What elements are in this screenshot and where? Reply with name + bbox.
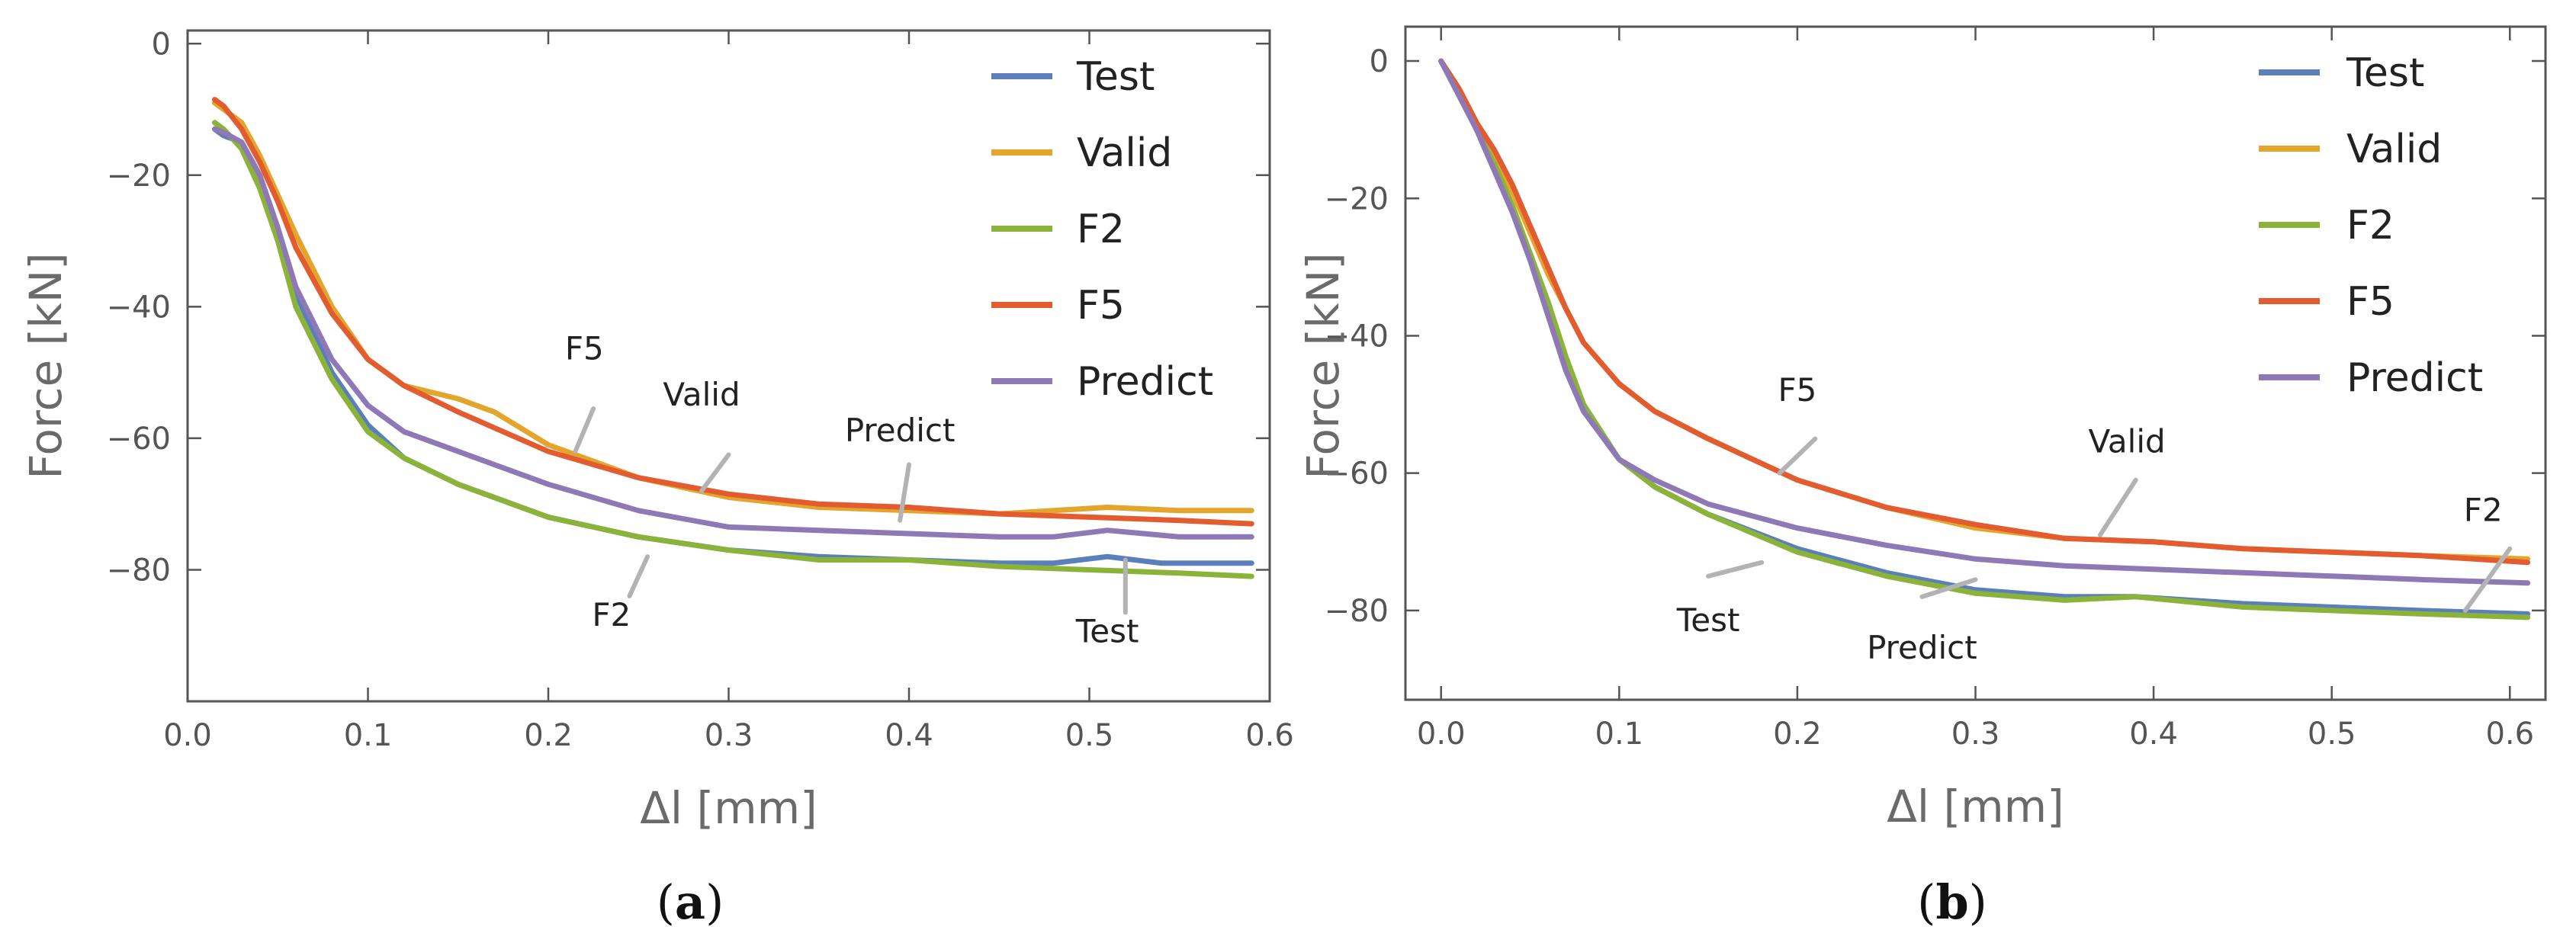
y-tick-label: −20	[1325, 181, 1389, 216]
y-tick-label: −60	[107, 422, 171, 457]
y-axis-label: Force [kN]	[1297, 252, 1349, 479]
legend-label-test: Test	[1076, 54, 1155, 100]
y-tick-label: −80	[107, 553, 171, 588]
annotation-leader	[1706, 560, 1765, 579]
x-tick-label: 0.4	[885, 718, 933, 753]
annotation-leader	[573, 406, 596, 454]
annotation-leader	[1777, 436, 1818, 476]
series-line-predict	[1438, 58, 2531, 586]
panel-label: (a)	[657, 874, 724, 930]
annotation-label: Valid	[2088, 423, 2165, 460]
annotation-label: F2	[2464, 492, 2503, 529]
y-tick-label: −80	[1325, 594, 1389, 629]
annotation-label: Predict	[1867, 629, 1977, 666]
annotation-leader	[2098, 477, 2138, 537]
annotation-leader	[898, 462, 911, 523]
x-axis-label: Δl [mm]	[640, 782, 817, 834]
legend-label-test: Test	[2346, 50, 2424, 96]
x-tick-label: 0.0	[163, 718, 212, 753]
x-tick-label: 0.6	[2485, 717, 2534, 752]
series-line-f2	[1438, 58, 2531, 621]
series-line-f5	[1438, 58, 2531, 566]
legend: Test Valid F2 F5 Predict	[2259, 50, 2483, 401]
legend-label-predict: Predict	[2346, 355, 2483, 401]
x-tick-label: 0.1	[344, 718, 393, 753]
legend-label-f2: F2	[1077, 207, 1125, 252]
series-line-predict	[212, 126, 1254, 540]
annotation-label: Valid	[663, 376, 740, 413]
x-tick-label: 0.1	[1595, 717, 1644, 752]
y-tick-label: 0	[1370, 44, 1389, 79]
annotation-label: F5	[1778, 371, 1816, 409]
x-tick-label: 0.5	[2308, 717, 2356, 752]
legend: Test Valid F2 F5 Predict	[991, 54, 1213, 405]
x-tick-label: 0.2	[524, 718, 573, 753]
x-tick-label: 0.2	[1773, 717, 1822, 752]
annotation-leader	[2462, 546, 2513, 613]
annotation-leader	[699, 452, 731, 493]
y-tick-label: −20	[107, 159, 171, 194]
panel-label: (b)	[1917, 874, 1987, 930]
legend-label-valid: Valid	[1077, 130, 1172, 176]
series-line-f2	[212, 120, 1254, 579]
legend-label-predict: Predict	[1077, 359, 1213, 405]
annotation-label: Predict	[845, 412, 956, 449]
chart-panel-b: 0.0 0.1 0.2 0.3 0.4 0.5 0.6 0 −20 −40 −60 −80 Δl [mm…	[1297, 25, 2547, 930]
y-tick-label: 0	[152, 27, 171, 62]
annotation-label: F2	[592, 596, 631, 633]
series-line-f5	[212, 97, 1254, 527]
legend-label-valid: Valid	[2346, 127, 2442, 172]
y-tick-label: −40	[107, 290, 171, 325]
annotation-label: Test	[1676, 601, 1740, 639]
legend-label-f2: F2	[2346, 203, 2395, 249]
y-tick-label: −40	[1325, 319, 1389, 354]
x-tick-label: 0.3	[705, 718, 753, 753]
x-tick-label: 0.0	[1417, 717, 1466, 752]
annotation-leader	[1919, 577, 1978, 599]
x-tick-label: 0.5	[1065, 718, 1114, 753]
x-axis-label: Δl [mm]	[1887, 781, 2064, 832]
y-axis-label: Force [kN]	[20, 252, 72, 479]
legend-label-f5: F5	[2346, 279, 2395, 325]
annotation-label: F5	[565, 329, 604, 367]
annotation-leader	[627, 554, 650, 598]
y-tick-label: −60	[1325, 457, 1389, 492]
x-tick-label: 0.3	[1951, 717, 2000, 752]
chart-panel-a: 0.0 0.1 0.2 0.3 0.4 0.5 0.6 0 −20 −40 −60 −80 Δl [mm…	[20, 27, 1294, 930]
legend-label-f5: F5	[1077, 283, 1125, 329]
x-tick-label: 0.6	[1245, 718, 1294, 753]
annotation-label: Test	[1075, 612, 1139, 649]
x-tick-label: 0.4	[2129, 717, 2178, 752]
